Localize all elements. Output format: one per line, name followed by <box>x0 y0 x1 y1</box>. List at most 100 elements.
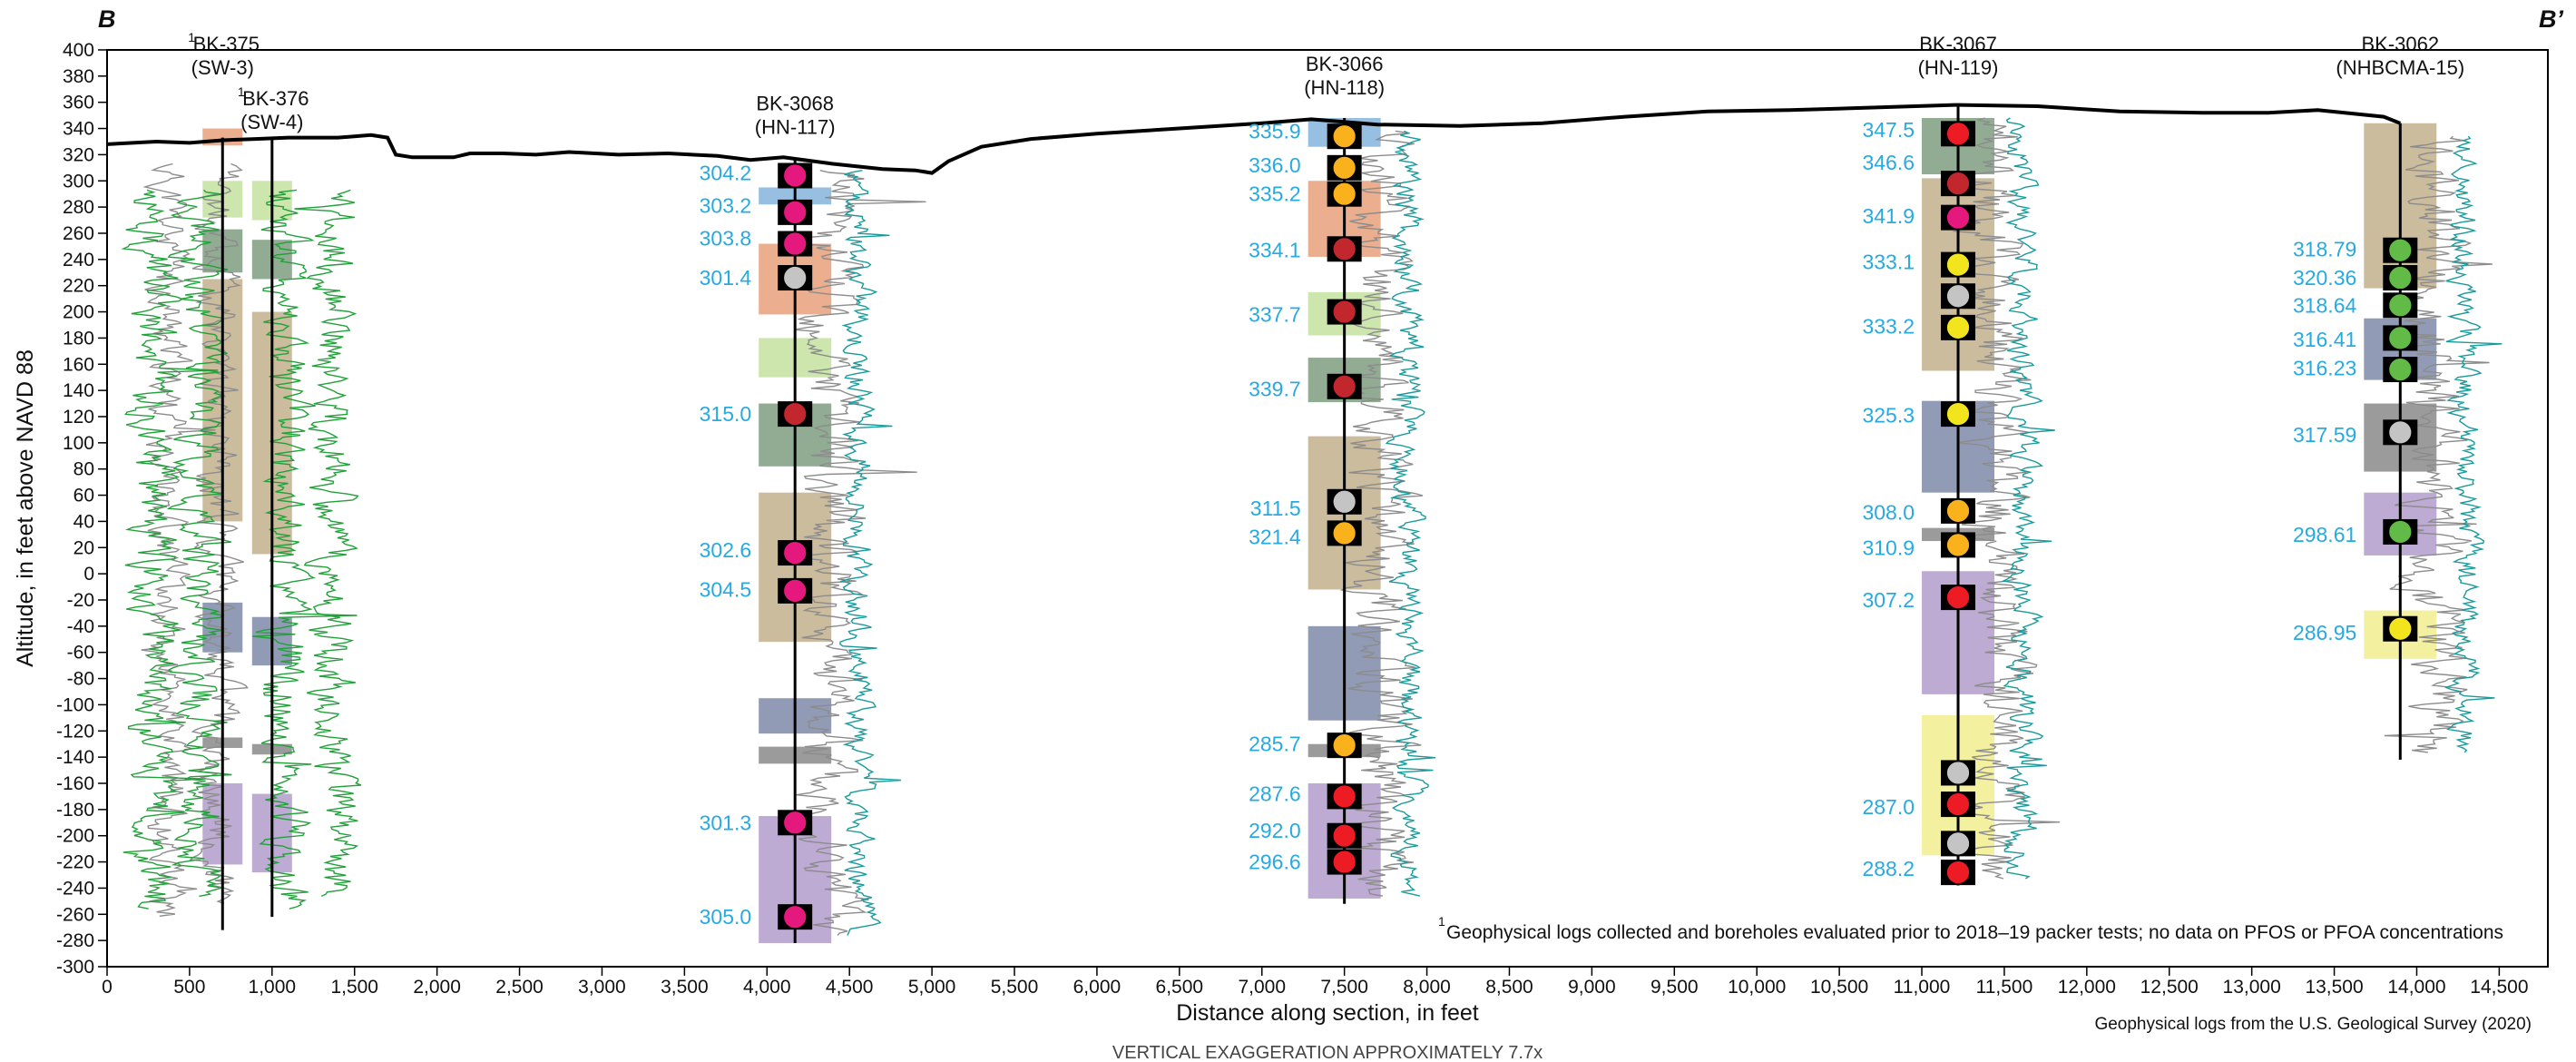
water-level-label: 304.2 <box>700 162 752 185</box>
y-tick-label: 320 <box>63 144 94 165</box>
sample-marker <box>782 265 808 290</box>
sample-marker <box>1331 299 1357 325</box>
water-level-label: 339.7 <box>1249 378 1301 401</box>
y-tick-label: -140 <box>56 747 94 768</box>
x-tick-label: 5,000 <box>908 977 956 998</box>
x-tick-label: 3,000 <box>578 977 626 998</box>
sample-marker <box>782 162 808 189</box>
data-source-note: Geophysical logs from the U.S. Geologica… <box>2094 1015 2532 1034</box>
sample-marker <box>1331 154 1357 181</box>
water-level-label: 302.6 <box>700 538 752 562</box>
sample-marker <box>782 810 808 836</box>
sample-marker <box>1945 251 1971 278</box>
water-level-label: 320.36 <box>2293 266 2356 290</box>
y-tick-label: 20 <box>73 537 94 558</box>
sample-marker <box>1331 783 1357 810</box>
x-tick-label: 0 <box>102 977 113 998</box>
sample-marker <box>782 577 808 604</box>
x-tick-label: 9,500 <box>1650 977 1699 998</box>
sample-marker <box>1331 236 1357 262</box>
water-level-label: 307.2 <box>1862 588 1915 612</box>
water-level-label: 303.8 <box>700 227 752 251</box>
y-tick-label: 360 <box>63 93 94 113</box>
x-axis-label: Distance along section, in feet <box>1176 1000 1479 1026</box>
y-tick-label: -40 <box>67 616 94 637</box>
x-tick-label: 2,500 <box>495 977 544 998</box>
y-tick-label: 300 <box>63 171 94 192</box>
y-tick-label: -220 <box>56 852 94 873</box>
green-log <box>294 189 362 898</box>
lithology-zones <box>202 118 2437 944</box>
water-level-label: 341.9 <box>1862 204 1915 228</box>
water-level-label: 285.7 <box>1249 733 1301 756</box>
well-id-superscript: 1 <box>238 84 245 99</box>
footnote-superscript: 1 <box>1438 914 1445 929</box>
y-tick-label: 0 <box>83 564 94 585</box>
sample-marker <box>1331 849 1357 875</box>
water-level-label: 317.59 <box>2293 423 2356 447</box>
water-level-label: 334.1 <box>1249 239 1301 262</box>
sample-marker <box>782 231 808 257</box>
green-log <box>121 189 219 910</box>
water-level-label: 301.4 <box>700 266 752 290</box>
x-tick-label: 10,500 <box>1810 977 1868 998</box>
sample-marker <box>1945 532 1971 558</box>
land-surface-line <box>106 103 2402 175</box>
x-tick-label: 6,000 <box>1073 977 1121 998</box>
x-axis: 0 500 1,000 1,500 2,000 2,500 3,000 3,500 4,000 4… <box>102 967 2529 998</box>
water-level-label: 318.79 <box>2293 237 2356 261</box>
footnote: Geophysical logs collected and boreholes… <box>1446 922 2503 943</box>
well-id-label: BK-3066 <box>1306 53 1384 75</box>
y-tick-label: -180 <box>56 800 94 821</box>
well-id-label: BK-3067 <box>1919 33 1997 55</box>
green-log <box>166 189 232 898</box>
x-tick-label: 12,500 <box>2140 977 2199 998</box>
y-tick-label: -200 <box>56 826 94 847</box>
y-tick-label: 380 <box>63 66 94 87</box>
y-tick-label: 340 <box>63 119 94 140</box>
sample-marker <box>1331 520 1357 546</box>
sample-marker <box>1331 123 1357 150</box>
y-axis: 4003803603403203002802602402202001801601… <box>56 40 107 978</box>
y-tick-label: 240 <box>63 250 94 270</box>
water-level-label: 318.64 <box>2293 293 2357 317</box>
wells: BK-3751(SW-3)BK-3761(SW-4)BK-3068(HN-117… <box>188 30 2464 944</box>
y-tick-label: 100 <box>63 433 94 454</box>
y-tick-label: 260 <box>63 223 94 244</box>
y-tick-label: 80 <box>73 459 94 480</box>
y-tick-label: 220 <box>63 276 94 297</box>
water-level-label: 325.3 <box>1862 404 1915 428</box>
sample-marker <box>1945 314 1971 340</box>
x-tick-label: 12,000 <box>2058 977 2116 998</box>
x-tick-label: 8,000 <box>1403 977 1451 998</box>
y-tick-label: -240 <box>56 878 94 899</box>
well-id-superscript: 1 <box>188 30 195 44</box>
x-tick-label: 10,000 <box>1728 977 1786 998</box>
sample-marker <box>2387 519 2414 545</box>
gamma-log <box>2384 135 2493 753</box>
sample-marker <box>782 401 808 427</box>
sample-marker <box>2387 237 2414 263</box>
gamma-log <box>1952 117 2061 880</box>
x-tick-label: 9,000 <box>1568 977 1616 998</box>
water-level-label: 347.5 <box>1862 118 1915 142</box>
water-level-label: 296.6 <box>1249 851 1301 874</box>
gamma-log <box>1339 130 1424 897</box>
x-tick-label: 6,500 <box>1156 977 1204 998</box>
water-level-label: 311.5 <box>1250 497 1301 520</box>
water-level-label: 316.23 <box>2293 357 2356 380</box>
y-tick-label: 140 <box>63 380 94 401</box>
sample-marker <box>2387 325 2414 351</box>
water-level-label: 303.2 <box>700 194 752 218</box>
well-alt-name-label: (HN-119) <box>1918 56 1999 79</box>
x-tick-label: 500 <box>173 977 205 998</box>
water-level-label: 310.9 <box>1862 536 1915 559</box>
well-id-label: BK-3068 <box>756 92 834 114</box>
water-level-label: 346.6 <box>1862 151 1915 174</box>
x-tick-label: 11,500 <box>1976 977 2033 998</box>
sample-marker <box>782 199 808 225</box>
gamma-log <box>141 162 216 917</box>
y-tick-label: -60 <box>67 643 94 664</box>
panel-letter-right: B’ <box>2539 5 2563 33</box>
